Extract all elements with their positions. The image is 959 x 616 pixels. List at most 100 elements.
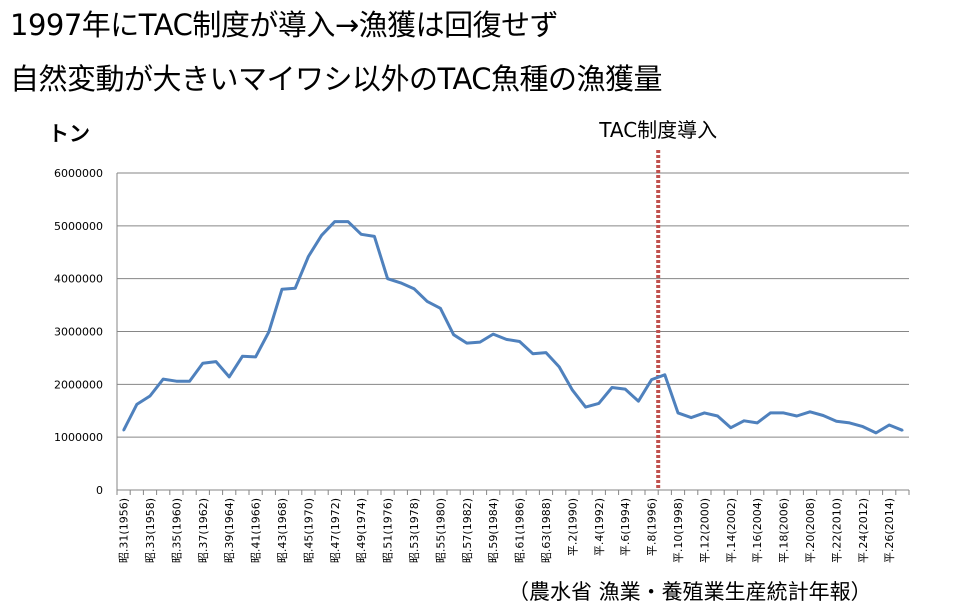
x-tick-label: 昭.31(1956) — [118, 498, 131, 563]
x-tick-label: 平.16(2004) — [751, 498, 764, 563]
x-tick-label: 昭.53(1978) — [408, 498, 421, 563]
title-line-2: 自然変動が大きいマイワシ以外のTAC魚種の漁獲量 — [10, 62, 663, 96]
data-point — [386, 277, 389, 280]
data-point — [307, 255, 310, 258]
data-point — [175, 379, 178, 383]
x-tick-label: 昭.37(1962) — [197, 498, 210, 563]
data-point — [544, 351, 548, 354]
x-tick-label: 平.14(2002) — [725, 498, 738, 563]
y-axis-label: トン — [48, 122, 90, 146]
x-tick-label: 昭.33(1958) — [144, 498, 157, 563]
data-point — [280, 288, 284, 291]
y-tick-label: 0 — [96, 484, 103, 497]
data-point — [716, 414, 719, 418]
data-point — [399, 281, 402, 285]
data-point — [703, 411, 706, 415]
data-point — [822, 414, 825, 417]
data-point — [452, 333, 455, 336]
data-point — [795, 414, 798, 418]
data-point — [294, 286, 297, 290]
x-tick-label: 昭.59(1984) — [487, 498, 500, 563]
x-tick-label: 昭.51(1976) — [382, 498, 395, 563]
x-tick-label: 昭.55(1980) — [434, 498, 447, 563]
data-point — [531, 352, 534, 355]
data-point — [663, 373, 666, 377]
data-point — [320, 234, 323, 237]
y-tick-label: 1000000 — [54, 431, 103, 444]
data-point — [505, 338, 508, 341]
data-point — [241, 355, 244, 358]
x-tick-label: 昭.45(1970) — [302, 498, 315, 563]
x-tick-label: 平.4(1992) — [593, 498, 606, 556]
data-point — [162, 377, 165, 381]
data-point — [848, 421, 851, 425]
data-point — [214, 360, 218, 363]
x-tick-label: 平.26(2014) — [883, 498, 896, 563]
x-tick-label: 昭.61(1986) — [514, 498, 527, 563]
x-tick-label: 平.12(2000) — [698, 498, 711, 563]
y-tick-label: 6000000 — [54, 167, 103, 180]
data-point — [439, 307, 442, 310]
data-point — [769, 411, 772, 415]
x-tick-label: 平.22(2010) — [830, 498, 843, 563]
data-point — [135, 403, 138, 406]
data-point — [122, 429, 125, 432]
data-point — [571, 388, 574, 392]
series-catch — [122, 220, 904, 435]
data-point — [426, 300, 429, 303]
y-tick-label: 4000000 — [54, 273, 103, 286]
x-tick-label: 昭.57(1982) — [461, 498, 474, 563]
data-point — [558, 365, 561, 369]
data-point — [690, 416, 693, 419]
y-tick-label: 3000000 — [54, 326, 103, 339]
y-tick-labels: 0 1000000 2000000 3000000 4000000 5000000 6000… — [54, 167, 103, 497]
data-point — [637, 400, 640, 403]
data-point — [808, 410, 812, 414]
x-tick-label: 平.2(1990) — [566, 498, 579, 556]
tac-marker: TAC制度導入 — [598, 118, 717, 490]
x-tick-label: 昭.63(1988) — [540, 498, 553, 563]
x-tick-label: 昭.49(1974) — [355, 498, 368, 563]
x-tick-label: 昭.41(1966) — [250, 498, 263, 563]
data-point — [756, 421, 759, 425]
x-tick-labels: 昭.31(1956) 昭.33(1958) 昭.35(1960) 昭.37(1962)… — [118, 498, 897, 563]
data-point — [901, 429, 904, 432]
tac-marker-label: TAC制度導入 — [598, 118, 717, 142]
data-point — [624, 387, 627, 391]
x-tick-label: 平.18(2006) — [778, 498, 791, 563]
title-line-1: 1997年にTAC制度が導入→漁獲は回復せず — [10, 8, 559, 42]
data-point — [360, 233, 363, 236]
data-point — [584, 405, 587, 409]
data-point — [333, 220, 336, 223]
x-tick-label: 昭.43(1968) — [276, 498, 289, 563]
x-tick-label: 平.10(1998) — [672, 498, 685, 563]
data-point — [373, 235, 376, 238]
axes — [116, 173, 910, 495]
gridlines — [117, 172, 909, 438]
data-point — [492, 332, 495, 336]
data-point — [412, 287, 416, 290]
data-point — [267, 330, 270, 334]
data-point — [650, 378, 653, 381]
data-point — [346, 220, 350, 223]
x-tick-label: 平.24(2012) — [857, 498, 870, 563]
data-point — [478, 340, 482, 344]
data-point — [201, 362, 204, 365]
data-point — [729, 426, 732, 429]
x-tick-label: 平.8(1996) — [646, 498, 659, 556]
data-point — [610, 386, 614, 389]
x-tick-label: 昭.39(1964) — [223, 498, 236, 563]
data-point — [782, 411, 785, 415]
data-point — [835, 420, 838, 423]
source-note: （農水省 漁業・養殖業生産統計年報） — [508, 580, 872, 604]
data-point — [465, 341, 468, 345]
data-point — [888, 423, 891, 427]
x-tick-label: 昭.35(1960) — [170, 498, 183, 563]
data-point — [597, 402, 600, 405]
data-point — [254, 355, 257, 359]
data-point — [228, 375, 231, 379]
data-point — [188, 379, 191, 383]
series-line — [122, 220, 903, 435]
data-point — [742, 419, 746, 422]
